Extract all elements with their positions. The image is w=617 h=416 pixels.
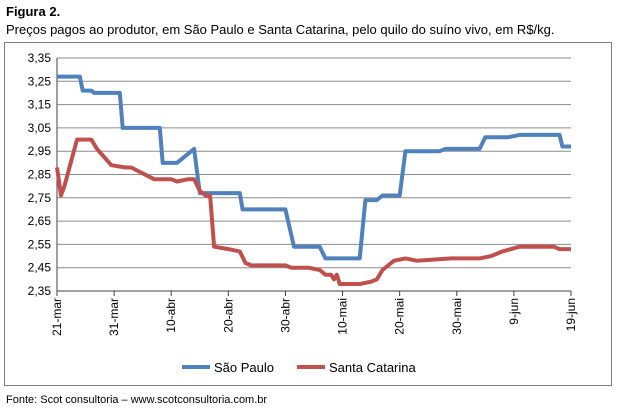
y-tick-label: 2,35	[28, 284, 52, 298]
y-tick-label: 2,55	[28, 237, 52, 251]
series-lines	[55, 74, 571, 286]
figure-caption: Preços pagos ao produtor, em São Paulo e…	[6, 22, 555, 37]
y-tick-labels: 2,35 2,45 2,55 2,65 2,75 2,85 2,95 3,05 3,15 3,25…	[28, 51, 52, 298]
x-tick-label: 9-jun	[507, 298, 521, 325]
chart-frame	[4, 42, 612, 386]
y-tick-label: 3,05	[28, 121, 52, 135]
x-tick-label: 20-abr	[221, 298, 235, 333]
santa-catarina-line	[55, 137, 571, 286]
x-tick-labels: 21-mar 31-mar 10-abr 20-abr 30-abr 10-mai 20-m…	[50, 298, 578, 336]
y-tick-label: 2,85	[28, 168, 52, 182]
legend-label: Santa Catarina	[329, 360, 416, 375]
legend: São Paulo Santa Catarina	[182, 360, 416, 375]
y-tick-label: 2,75	[28, 191, 52, 205]
x-tick-label: 21-mar	[50, 298, 64, 336]
gridlines	[56, 57, 572, 296]
x-tick-label: 20-mai	[393, 298, 407, 335]
x-tick-label: 19-jun	[564, 298, 578, 331]
figure-label: Figura 2.	[6, 4, 61, 19]
x-tick-label: 31-mar	[107, 298, 121, 336]
y-tick-label: 2,95	[28, 144, 52, 158]
y-tick-label: 2,45	[28, 261, 52, 275]
y-tick-label: 3,15	[28, 98, 52, 112]
x-tick-label: 10-mai	[336, 298, 350, 335]
x-tick-label: 30-mai	[450, 298, 464, 335]
sao-paulo-line	[57, 74, 571, 261]
y-tick-label: 3,25	[28, 74, 52, 88]
x-tick-label: 30-abr	[278, 298, 292, 333]
y-tick-label: 2,65	[28, 214, 52, 228]
y-tick-label: 3,35	[28, 51, 52, 65]
source-note: Fonte: Scot consultoria – www.scotconsul…	[6, 394, 268, 406]
x-tick-label: 10-abr	[164, 298, 178, 333]
legend-label: São Paulo	[214, 360, 274, 375]
